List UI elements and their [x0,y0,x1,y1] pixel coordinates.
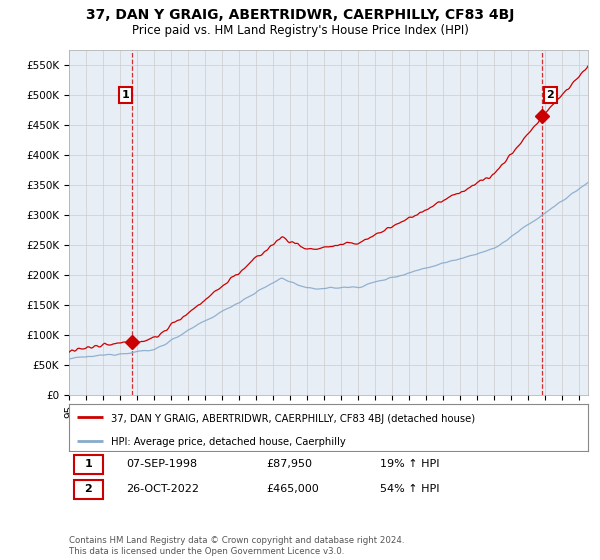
Text: Price paid vs. HM Land Registry's House Price Index (HPI): Price paid vs. HM Land Registry's House … [131,24,469,36]
Text: 2: 2 [85,484,92,494]
Text: 54% ↑ HPI: 54% ↑ HPI [380,484,440,494]
Text: £87,950: £87,950 [266,459,312,469]
Text: 37, DAN Y GRAIG, ABERTRIDWR, CAERPHILLY, CF83 4BJ (detached house): 37, DAN Y GRAIG, ABERTRIDWR, CAERPHILLY,… [110,414,475,424]
Text: HPI: Average price, detached house, Caerphilly: HPI: Average price, detached house, Caer… [110,437,345,447]
Text: 19% ↑ HPI: 19% ↑ HPI [380,459,440,469]
Text: 2: 2 [547,90,554,100]
Text: 26-OCT-2022: 26-OCT-2022 [126,484,199,494]
Text: Contains HM Land Registry data © Crown copyright and database right 2024.
This d: Contains HM Land Registry data © Crown c… [69,536,404,556]
Text: 07-SEP-1998: 07-SEP-1998 [126,459,197,469]
Text: 37, DAN Y GRAIG, ABERTRIDWR, CAERPHILLY, CF83 4BJ: 37, DAN Y GRAIG, ABERTRIDWR, CAERPHILLY,… [86,8,514,22]
FancyBboxPatch shape [74,480,103,499]
Text: 1: 1 [85,459,92,469]
Text: £465,000: £465,000 [266,484,319,494]
Text: 1: 1 [121,90,129,100]
FancyBboxPatch shape [74,455,103,474]
